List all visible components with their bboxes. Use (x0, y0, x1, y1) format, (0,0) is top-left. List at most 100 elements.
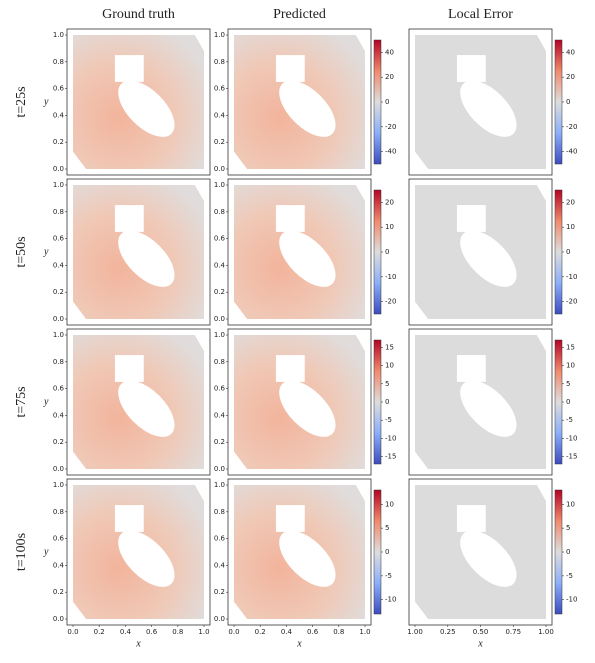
x-axis-label: x (477, 638, 483, 649)
colorbar-tick-label: 40 (385, 48, 394, 56)
x-tick-label: 0.2 (94, 628, 105, 636)
colorbar (554, 39, 563, 165)
hole (279, 380, 336, 437)
y-tick-label: 0.2 (214, 288, 225, 296)
y-tick-label: 0.8 (53, 358, 64, 366)
colorbar-tick-label: -10 (566, 596, 577, 604)
colorbar-tick-label: 10 (385, 223, 394, 231)
colorbar-tick-label: 5 (385, 524, 389, 532)
y-tick-label: 0.4 (53, 561, 65, 569)
y-tick-label: 0.4 (214, 261, 226, 269)
colorbar-tick-label: -10 (385, 273, 396, 281)
row-label: t=25s (14, 86, 29, 117)
colorbar-tick-label: -5 (566, 416, 573, 424)
row-label: t=100s (14, 533, 29, 571)
colorbar-tick-label: 15 (385, 343, 394, 351)
hole (460, 230, 517, 287)
colorbar-tick-label: 10 (566, 223, 575, 231)
colorbar-tick-label: 10 (566, 362, 575, 370)
y-tick-label: 1.0 (53, 331, 64, 339)
x-tick-label: 0.25 (440, 628, 456, 636)
y-tick-label: 0.4 (214, 411, 226, 419)
colorbar-tick-label: 0 (385, 248, 389, 256)
x-tick-label: 0.6 (307, 628, 319, 636)
colorbar-tick-label: 20 (385, 73, 394, 81)
colorbar-tick-label: 5 (385, 380, 389, 388)
hole-cut (114, 205, 144, 232)
y-tick-label: 0.2 (214, 588, 225, 596)
y-tick-label: 0.2 (53, 438, 64, 446)
hole-cut (275, 355, 305, 382)
colorbar-tick-label: -20 (566, 123, 577, 131)
colorbar-tick-label: -10 (566, 434, 577, 442)
x-tick-label: 0.8 (333, 628, 344, 636)
x-tick-label: 0.0 (67, 628, 78, 636)
hole (460, 530, 517, 587)
y-axis-label: y (43, 546, 49, 557)
y-tick-label: 0.6 (53, 85, 65, 93)
x-tick-label: 0.4 (281, 628, 293, 636)
hole-cut (456, 505, 486, 532)
hole (279, 530, 336, 587)
hole (118, 80, 175, 137)
colorbar-tick-label: 0 (385, 98, 389, 106)
y-tick-label: 0.2 (53, 288, 64, 296)
hole-cut (275, 205, 305, 232)
hole-cut (275, 505, 305, 532)
colorbar-tick-label: 40 (566, 48, 575, 56)
x-tick-label: 1.0 (359, 628, 370, 636)
y-tick-label: 0.8 (214, 208, 225, 216)
y-tick-label: 0.0 (214, 315, 225, 323)
x-tick-label: 0.50 (473, 628, 489, 636)
row-label: t=50s (14, 236, 29, 267)
y-tick-label: 0.8 (214, 508, 225, 516)
colorbar-tick-label: 10 (566, 500, 575, 508)
y-tick-label: 0.0 (53, 315, 64, 323)
colorbar-tick-label: 10 (385, 362, 394, 370)
hole-cut (456, 205, 486, 232)
y-tick-label: 0.4 (214, 111, 226, 119)
y-tick-label: 0.4 (214, 561, 226, 569)
y-tick-label: 0.6 (214, 85, 226, 93)
y-tick-label: 0.2 (53, 138, 64, 146)
colorbar (554, 339, 563, 465)
x-tick-label: 1.0 (198, 628, 209, 636)
y-tick-label: 1.0 (53, 181, 64, 189)
hole-cut (114, 55, 144, 82)
y-tick-label: 0.0 (214, 165, 225, 173)
y-tick-label: 0.0 (53, 465, 64, 473)
colorbar-tick-label: -20 (385, 298, 396, 306)
x-tick-label: 1.00 (407, 628, 423, 636)
colorbar-tick-label: 10 (385, 500, 394, 508)
y-tick-label: 0.4 (53, 261, 65, 269)
y-tick-label: 0.0 (53, 165, 64, 173)
colorbar-tick-label: 20 (566, 73, 575, 81)
y-tick-label: 0.0 (214, 465, 225, 473)
colorbar-tick-label: -40 (385, 148, 396, 156)
hole (460, 380, 517, 437)
colorbar (373, 489, 382, 615)
y-tick-label: 0.6 (214, 235, 226, 243)
y-tick-label: 0.2 (214, 138, 225, 146)
colorbar-tick-label: 0 (566, 548, 570, 556)
hole-cut (114, 505, 144, 532)
colorbar-tick-label: -5 (385, 416, 392, 424)
colorbar-tick-label: 5 (566, 380, 570, 388)
y-tick-label: 0.8 (53, 208, 64, 216)
y-tick-label: 0.8 (214, 58, 225, 66)
y-tick-label: 1.0 (53, 481, 64, 489)
y-tick-label: 0.2 (214, 438, 225, 446)
y-tick-label: 1.0 (53, 31, 64, 39)
x-tick-label: 1.00 (538, 628, 554, 636)
colorbar-tick-label: 0 (566, 98, 570, 106)
hole-cut (114, 355, 144, 382)
colorbar (554, 189, 563, 315)
y-tick-label: 1.0 (214, 481, 225, 489)
y-tick-label: 0.4 (53, 111, 65, 119)
colorbar-tick-label: -10 (385, 434, 396, 442)
colorbar-tick-label: 0 (385, 398, 389, 406)
colorbar-tick-label: -15 (385, 453, 396, 461)
y-axis-label: y (43, 96, 49, 107)
colorbar-tick-label: 5 (566, 524, 570, 532)
